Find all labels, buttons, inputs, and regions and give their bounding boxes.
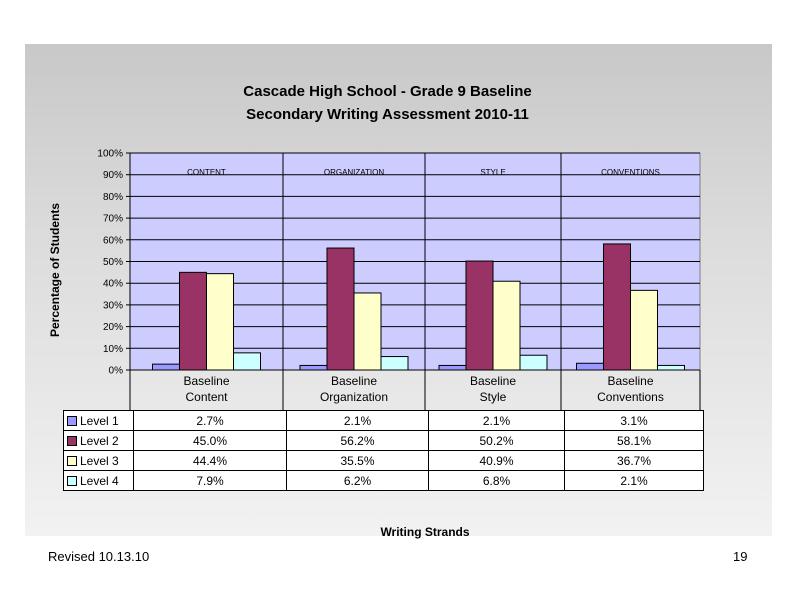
y-tick-label: 10%	[103, 344, 123, 355]
revision-note: Revised 10.13.10	[48, 549, 150, 564]
bar	[152, 363, 180, 371]
data-value-cell: 6.8%	[428, 470, 565, 491]
bar	[492, 280, 521, 371]
bar	[465, 260, 494, 371]
bar	[603, 243, 631, 371]
data-value-cell: 56.2%	[286, 430, 429, 451]
data-value-cell: 58.1%	[564, 430, 704, 451]
category-label: Content	[185, 390, 228, 404]
y-tick-label: 20%	[103, 322, 123, 333]
legend-label: Level 2	[80, 433, 119, 448]
y-tick-label: 70%	[103, 214, 123, 225]
bar	[630, 289, 658, 371]
data-table: Level 1 2.7% 2.1% 2.1% 3.1% Level 2 45.0% 56.2%…	[63, 410, 704, 491]
category-label: Baseline	[331, 374, 377, 388]
legend-entry: Level 1	[63, 410, 134, 431]
data-table-row: Level 2 45.0% 56.2% 50.2% 58.1%	[63, 430, 704, 451]
data-value-cell: 50.2%	[428, 430, 565, 451]
bar	[657, 364, 685, 371]
legend-swatch	[67, 475, 77, 486]
x-axis-label: Writing Strands	[380, 525, 470, 539]
legend-label: Level 4	[80, 473, 119, 488]
y-tick-label: 40%	[103, 279, 123, 290]
legend-label: Level 3	[80, 453, 119, 468]
section-label: CONVENTIONS	[601, 168, 660, 177]
legend-entry: Level 3	[63, 450, 134, 471]
data-value-cell: 2.7%	[133, 410, 287, 431]
data-value-cell: 2.1%	[564, 470, 704, 491]
bar	[353, 292, 382, 371]
data-value-cell: 2.1%	[286, 410, 429, 431]
bar	[179, 271, 207, 371]
data-value-cell: 35.5%	[286, 450, 429, 471]
bar	[576, 362, 604, 371]
y-tick-label: 60%	[103, 235, 123, 246]
data-table-row: Level 3 44.4% 35.5% 40.9% 36.7%	[63, 450, 704, 471]
bar	[519, 354, 548, 371]
legend-entry: Level 4	[63, 470, 134, 491]
y-tick-label: 80%	[103, 192, 123, 203]
data-value-cell: 6.2%	[286, 470, 429, 491]
legend-entry: Level 2	[63, 430, 134, 451]
bar	[380, 356, 409, 371]
section-label: ORGANIZATION	[324, 168, 385, 177]
legend-swatch	[67, 435, 77, 446]
legend-swatch	[67, 455, 77, 466]
y-tick-label: 90%	[103, 170, 123, 181]
category-label: Baseline	[607, 374, 653, 388]
legend-swatch	[67, 415, 77, 426]
y-tick-label: 100%	[97, 149, 123, 160]
data-value-cell: 3.1%	[564, 410, 704, 431]
page-number: 19	[733, 549, 748, 564]
category-label: Style	[480, 390, 507, 404]
data-value-cell: 7.9%	[133, 470, 287, 491]
bar	[326, 247, 355, 371]
category-label: Baseline	[183, 374, 229, 388]
y-tick-label: 50%	[103, 257, 123, 268]
y-tick-label: 30%	[103, 300, 123, 311]
legend-label: Level 1	[80, 413, 119, 428]
category-label: Conventions	[597, 390, 664, 404]
chart-subtitle: Secondary Writing Assessment 2010-11	[246, 106, 529, 123]
category-label: Organization	[320, 390, 388, 404]
section-label: CONTENT	[187, 168, 226, 177]
bar	[438, 364, 467, 371]
chart-title: Cascade High School - Grade 9 Baseline	[243, 83, 532, 100]
y-tick-label: 0%	[109, 366, 124, 377]
data-value-cell: 44.4%	[133, 450, 287, 471]
data-table-row: Level 1 2.7% 2.1% 2.1% 3.1%	[63, 410, 704, 431]
section-label: STYLE	[480, 168, 505, 177]
category-label: Baseline	[470, 374, 516, 388]
bar	[233, 352, 261, 371]
bar	[206, 273, 234, 371]
data-value-cell: 45.0%	[133, 430, 287, 451]
data-value-cell: 2.1%	[428, 410, 565, 431]
bar	[299, 364, 328, 371]
data-value-cell: 36.7%	[564, 450, 704, 471]
data-value-cell: 40.9%	[428, 450, 565, 471]
data-table-row: Level 4 7.9% 6.2% 6.8% 2.1%	[63, 470, 704, 491]
